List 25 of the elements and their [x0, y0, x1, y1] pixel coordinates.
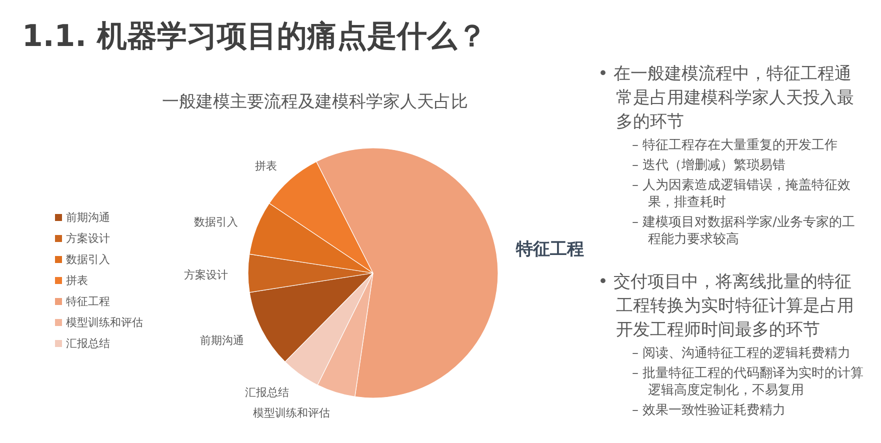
legend-label: 特征工程: [66, 295, 110, 308]
text: – 人为因素造成逻辑错误，掩盖特征效果，排查耗时: [632, 177, 852, 211]
slice-label: 模型训练和评估: [252, 406, 330, 420]
slice-label: 拼表: [254, 159, 277, 172]
slice-label: 数据引入: [194, 215, 238, 228]
text: • 在一般建模流程中，特征工程通常是占用建模科学家人天投入最多的环节: [598, 63, 855, 134]
legend-label: 拼表: [66, 274, 88, 287]
slice-label: 前期沟通: [200, 334, 244, 348]
text: – 阅读、沟通特征工程的逻辑耗费精力: [632, 345, 852, 362]
text: – 建模项目对数据科学家/业务专家的工程能力要求较高: [632, 214, 856, 248]
text: – 迭代（增删减）繁琐易错: [632, 157, 787, 174]
chart-subtitle: 一般建模主要流程及建模科学家人天占比: [162, 92, 468, 112]
legend-label: 方案设计: [66, 232, 110, 245]
text: – 批量特征工程的代码翻译为实时的计算逻辑高度定制化，不易复用: [632, 365, 864, 399]
slice-label: 方案设计: [184, 268, 228, 282]
slice-label: 特征工程: [515, 240, 584, 260]
slice-label: 汇报总结: [244, 386, 289, 400]
text: – 特征工程存在大量重复的开发工作: [632, 137, 839, 154]
chart-title: 1.1. 机器学习项目的痛点是什么？: [22, 19, 487, 54]
legend-label: 汇报总结: [66, 337, 110, 350]
legend-label: 数据引入: [66, 253, 110, 266]
legend-label: 前期沟通: [66, 211, 110, 224]
text: – 效果一致性验证耗费精力: [632, 402, 787, 419]
text: • 交付项目中，将离线批量的特征工程转换为实时特征计算是占用开发工程师时间最多的环节: [598, 271, 855, 342]
legend-label: 模型训练和评估: [66, 316, 143, 329]
